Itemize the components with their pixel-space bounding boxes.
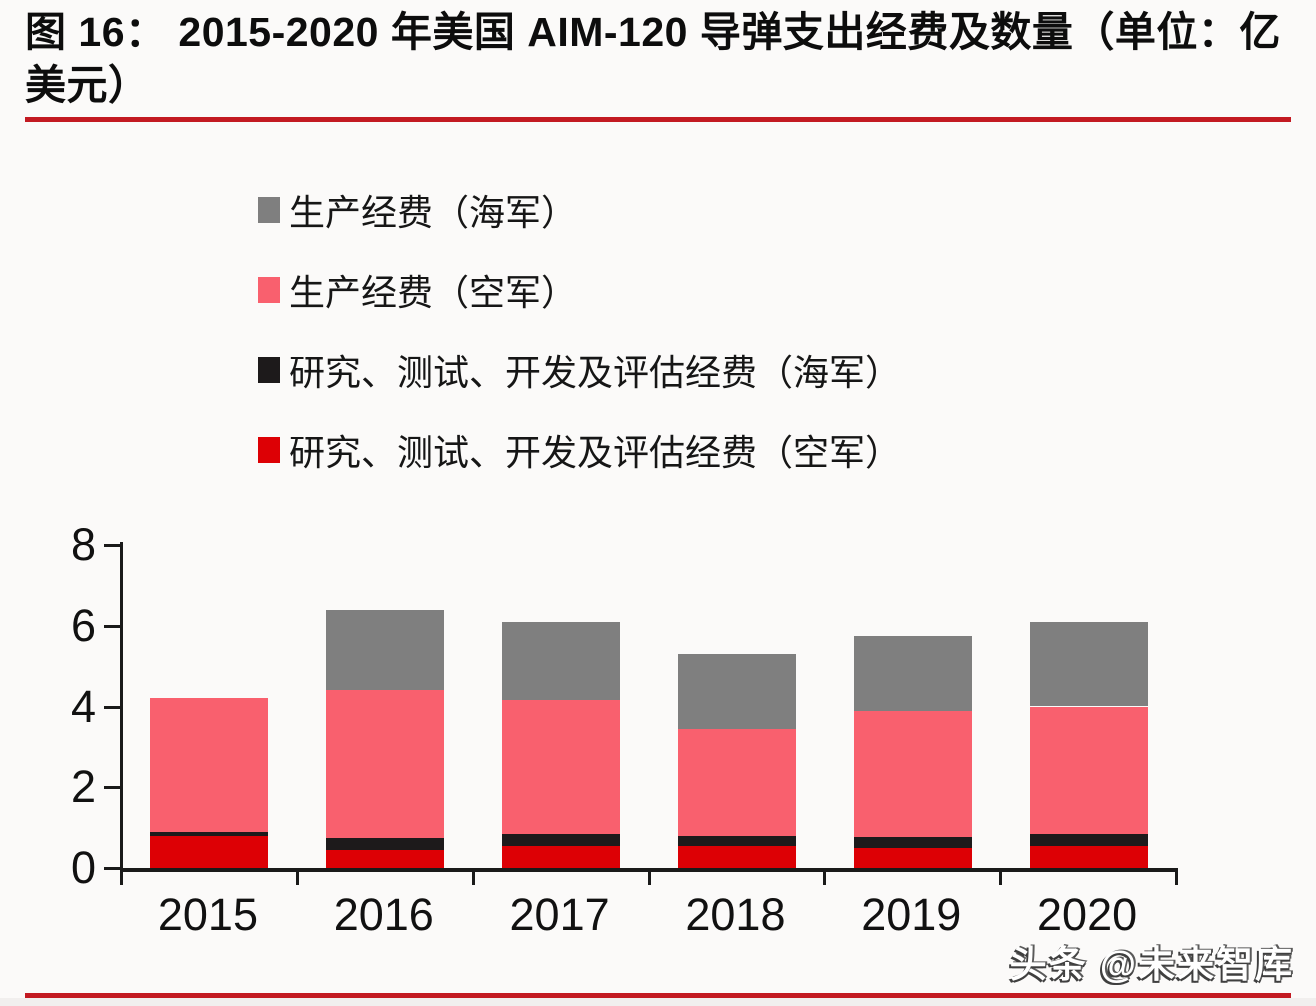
y-axis-tick-label: 0 — [70, 842, 96, 893]
y-axis-tick-label: 8 — [70, 519, 96, 570]
y-axis-tick — [104, 544, 120, 547]
legend-label: 生产经费（空军） — [289, 272, 578, 313]
x-axis-tick — [471, 870, 475, 885]
bar-segment — [502, 845, 621, 868]
y-axis-tick-label: 6 — [70, 599, 96, 651]
title-divider — [25, 117, 1291, 122]
legend-swatch-icon — [258, 197, 280, 223]
x-axis-category-label: 2015 — [157, 889, 258, 940]
legend-swatch-icon — [258, 357, 280, 383]
x-axis-category-label: 2020 — [1037, 889, 1138, 940]
bar-segment — [677, 845, 796, 868]
bar-segment — [502, 700, 621, 834]
bar-segment — [1029, 706, 1148, 834]
bar-segment — [502, 621, 621, 701]
bar-segment — [853, 711, 972, 837]
bar-segment — [502, 833, 621, 846]
x-axis-tick — [823, 870, 827, 885]
figure-title: 图 16： 2015-2020 年美国 AIM-120 导弹支出经费及数量（单位… — [25, 9, 1281, 108]
y-axis-tick-label: 2 — [70, 761, 96, 813]
x-axis-category-label: 2018 — [685, 889, 786, 940]
legend-swatch-icon — [258, 437, 280, 463]
legend-item: 研究、测试、开发及评估经费（海军） — [258, 350, 901, 393]
bar-segment — [150, 831, 269, 836]
watermark: 头条 @未来智库 — [1009, 944, 1294, 985]
bar-segment — [677, 835, 796, 846]
y-axis-tick — [104, 786, 120, 790]
bar-segment — [677, 728, 796, 836]
bar-segment — [326, 609, 445, 691]
x-axis-tick — [647, 870, 651, 885]
y-axis-tick — [104, 867, 120, 870]
legend-label: 研究、测试、开发及评估经费（空军） — [289, 432, 902, 473]
bar-segment — [1029, 833, 1148, 846]
stacked-bar-chart: 0 2 4 6 8 2015 2016 2017 2018 2019 2020 — [0, 519, 1316, 960]
bar-segment — [677, 654, 796, 729]
x-axis-category-label: 2016 — [333, 889, 434, 940]
chart-legend: 生产经费（海军） 生产经费（空军） 研究、测试、开发及评估经费（海军） 研究、测试、开… — [258, 190, 901, 510]
x-axis-tick — [999, 870, 1003, 885]
legend-swatch-icon — [258, 277, 280, 303]
legend-label: 生产经费（海军） — [289, 192, 578, 233]
legend-label: 研究、测试、开发及评估经费（海军） — [289, 352, 902, 393]
y-axis-tick-label: 4 — [70, 680, 96, 732]
bottom-strip — [0, 998, 1316, 1006]
x-axis-tick — [120, 870, 123, 885]
legend-item: 生产经费（空军） — [258, 270, 901, 313]
y-axis-line — [120, 542, 123, 878]
bar-segment — [150, 835, 269, 868]
legend-item: 生产经费（海军） — [258, 190, 901, 233]
bar-segment — [326, 837, 445, 850]
x-axis-category-label: 2019 — [861, 889, 962, 940]
y-axis-tick — [104, 624, 120, 628]
legend-item: 研究、测试、开发及评估经费（空军） — [258, 430, 901, 473]
x-axis-tick — [295, 870, 299, 885]
y-axis-tick — [104, 705, 120, 709]
x-axis-category-label: 2017 — [509, 889, 610, 940]
bar-segment — [853, 635, 972, 712]
bar-segment — [326, 849, 445, 868]
bar-segment — [326, 690, 445, 838]
bar-segment — [853, 847, 972, 868]
bar-segment — [1029, 845, 1148, 868]
bar-segment — [853, 836, 972, 848]
x-axis-tick — [1175, 870, 1178, 885]
bottom-divider — [25, 993, 1291, 998]
bar-segment — [150, 698, 269, 832]
bar-segment — [1029, 621, 1148, 707]
